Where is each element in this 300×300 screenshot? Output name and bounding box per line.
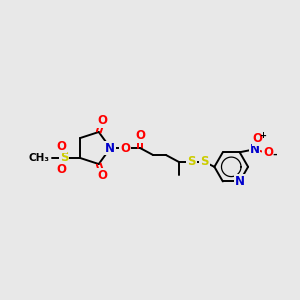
Text: O: O — [98, 114, 107, 127]
Text: O: O — [120, 142, 130, 154]
Text: O: O — [56, 163, 66, 176]
Text: N: N — [105, 142, 116, 154]
Text: S: S — [60, 152, 68, 164]
Text: O: O — [253, 132, 262, 145]
Text: O: O — [56, 140, 66, 152]
Text: -: - — [272, 149, 277, 159]
Text: S: S — [200, 155, 209, 168]
Text: +: + — [259, 131, 266, 140]
Text: O: O — [98, 169, 107, 182]
Text: S: S — [188, 155, 196, 168]
Text: N: N — [235, 175, 245, 188]
Text: CH₃: CH₃ — [28, 153, 49, 163]
Text: O: O — [135, 129, 145, 142]
Text: O: O — [263, 146, 273, 159]
Text: N: N — [250, 143, 260, 156]
